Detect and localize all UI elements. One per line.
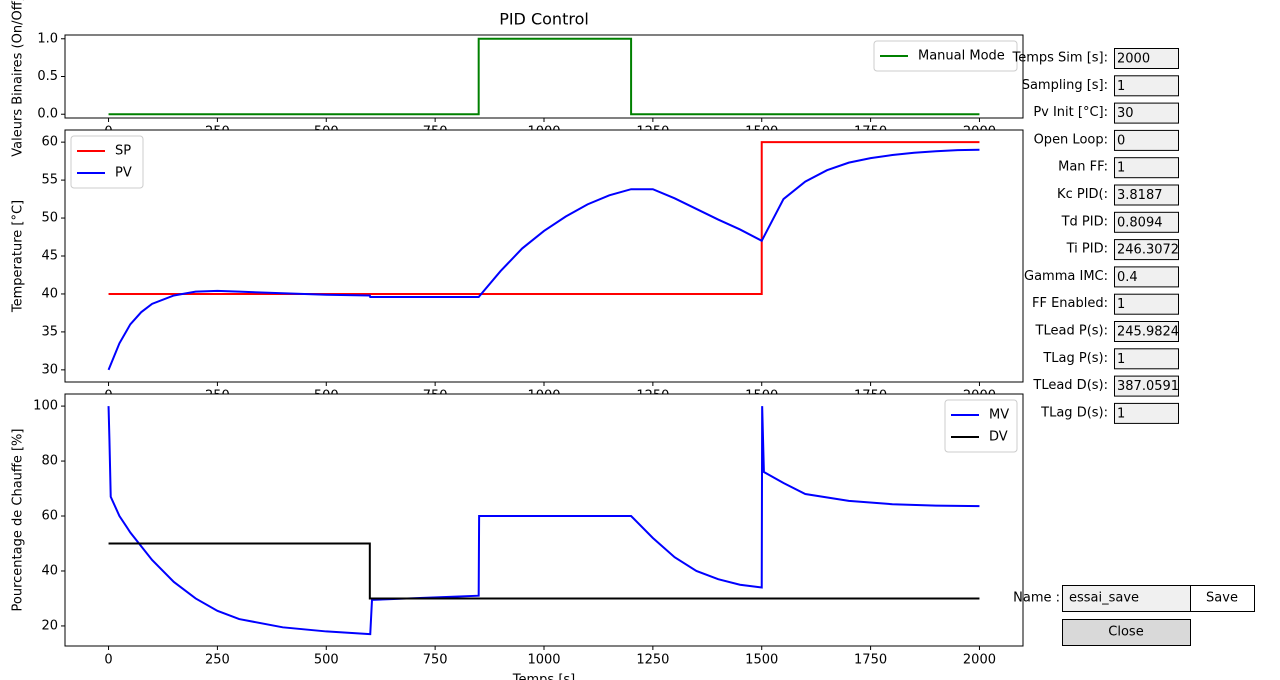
x-axis-label: Temps [s] bbox=[512, 673, 575, 680]
field-value: 2000 bbox=[1117, 52, 1150, 67]
y-tick-label: 50 bbox=[41, 211, 58, 226]
series-line bbox=[108, 542, 980, 600]
legend-label: PV bbox=[115, 166, 132, 181]
series-line bbox=[108, 141, 980, 295]
field-label: TLead P(s): bbox=[1035, 324, 1108, 339]
field-input[interactable] bbox=[1114, 239, 1179, 261]
field-input[interactable] bbox=[1114, 348, 1179, 370]
y-tick-label: 30 bbox=[41, 362, 58, 377]
name-value: essai_save bbox=[1069, 591, 1139, 606]
field-label: Kc PID(: bbox=[1057, 187, 1108, 202]
field-input[interactable] bbox=[1114, 48, 1179, 69]
y-tick-label: 55 bbox=[41, 173, 58, 188]
field-input[interactable] bbox=[1114, 375, 1179, 397]
save-label: Save bbox=[1206, 591, 1238, 606]
field-value: 1 bbox=[1117, 406, 1125, 421]
series-line bbox=[107, 148, 980, 371]
x-tick-label: 250 bbox=[205, 653, 230, 668]
field-label: Ti PID: bbox=[1066, 242, 1108, 257]
field-value: 245.9824 bbox=[1117, 325, 1179, 340]
legend-label: SP bbox=[115, 144, 131, 159]
field-value: 1 bbox=[1117, 79, 1125, 94]
y-axis-label: Temperature [°C] bbox=[11, 200, 26, 313]
field-input[interactable] bbox=[1114, 184, 1179, 206]
x-tick-label: 1750 bbox=[854, 653, 887, 668]
axes-frame bbox=[64, 34, 1024, 119]
y-tick-label: 40 bbox=[41, 286, 58, 301]
y-tick-label: 100 bbox=[33, 399, 58, 414]
x-tick-label: 1000 bbox=[527, 653, 560, 668]
legend-box bbox=[944, 399, 1018, 453]
field-input[interactable] bbox=[1114, 266, 1179, 288]
field-label: FF Enabled: bbox=[1032, 296, 1108, 311]
field-value: 0.8094 bbox=[1117, 215, 1163, 230]
field-label: Open Loop: bbox=[1034, 132, 1108, 147]
legend-box bbox=[70, 135, 144, 189]
field-value: 1 bbox=[1117, 352, 1125, 367]
x-tick-label: 500 bbox=[314, 653, 339, 668]
field-value: 246.3072 bbox=[1117, 243, 1179, 258]
legend-label: DV bbox=[989, 430, 1008, 445]
field-label: Man FF: bbox=[1058, 160, 1108, 175]
y-axis-label: Pourcentage de Chauffe [%] bbox=[11, 429, 26, 612]
field-label: Temps Sim [s]: bbox=[1011, 51, 1108, 66]
field-input[interactable] bbox=[1114, 75, 1179, 97]
axes-background bbox=[65, 35, 1023, 118]
axes-background bbox=[65, 130, 1023, 382]
x-tick-label: 1500 bbox=[745, 653, 778, 668]
y-tick-label: 0.0 bbox=[37, 107, 58, 122]
series-line bbox=[108, 37, 980, 116]
x-tick-label: 750 bbox=[423, 653, 448, 668]
field-value: 0.4 bbox=[1117, 270, 1138, 285]
chart-title: PID Control bbox=[499, 10, 589, 29]
field-value: 387.0591 bbox=[1117, 379, 1179, 394]
axes-background bbox=[65, 394, 1023, 646]
y-tick-label: 1.0 bbox=[37, 31, 58, 46]
field-value: 30 bbox=[1117, 106, 1134, 121]
axes-frame bbox=[64, 393, 1024, 647]
name-label: Name : bbox=[1013, 591, 1060, 606]
field-value: 1 bbox=[1117, 297, 1125, 312]
y-tick-label: 80 bbox=[41, 454, 58, 469]
field-value: 1 bbox=[1117, 161, 1125, 176]
field-input[interactable] bbox=[1114, 102, 1179, 124]
field-value: 0 bbox=[1117, 133, 1125, 148]
y-tick-label: 20 bbox=[41, 618, 58, 633]
y-tick-label: 0.5 bbox=[37, 69, 58, 84]
y-tick-label: 45 bbox=[41, 249, 58, 264]
field-label: TLead D(s): bbox=[1032, 378, 1108, 393]
field-value: 3.8187 bbox=[1117, 188, 1163, 203]
series-line bbox=[107, 406, 980, 636]
field-label: TLag D(s): bbox=[1040, 405, 1108, 420]
field-input[interactable] bbox=[1114, 157, 1179, 179]
y-tick-label: 40 bbox=[41, 563, 58, 578]
axes-frame bbox=[64, 129, 1024, 383]
field-label: TLag P(s): bbox=[1042, 351, 1108, 366]
field-label: Td PID: bbox=[1061, 214, 1108, 229]
save-button[interactable] bbox=[1190, 585, 1255, 612]
field-input[interactable] bbox=[1114, 321, 1179, 342]
y-axis-label: Valeurs Binaires (On/Off) bbox=[11, 0, 26, 157]
legend-label: Manual Mode bbox=[918, 49, 1005, 64]
y-tick-label: 35 bbox=[41, 324, 58, 339]
y-tick-label: 60 bbox=[41, 509, 58, 524]
x-tick-label: 2000 bbox=[963, 653, 996, 668]
x-tick-label: 0 bbox=[104, 653, 112, 668]
legend-label: MV bbox=[989, 408, 1009, 423]
x-tick-label: 1250 bbox=[636, 653, 669, 668]
close-button[interactable] bbox=[1062, 619, 1191, 646]
field-label: Pv Init [°C]: bbox=[1033, 105, 1108, 120]
field-input[interactable] bbox=[1114, 402, 1179, 424]
field-label: Sampling [s]: bbox=[1022, 78, 1108, 93]
field-input[interactable] bbox=[1114, 129, 1179, 151]
legend-box bbox=[873, 40, 1018, 72]
close-label: Close bbox=[1108, 625, 1143, 640]
field-input[interactable] bbox=[1114, 211, 1179, 233]
y-tick-label: 60 bbox=[41, 135, 58, 150]
field-input[interactable] bbox=[1114, 293, 1179, 315]
field-label: Gamma IMC: bbox=[1024, 269, 1108, 284]
